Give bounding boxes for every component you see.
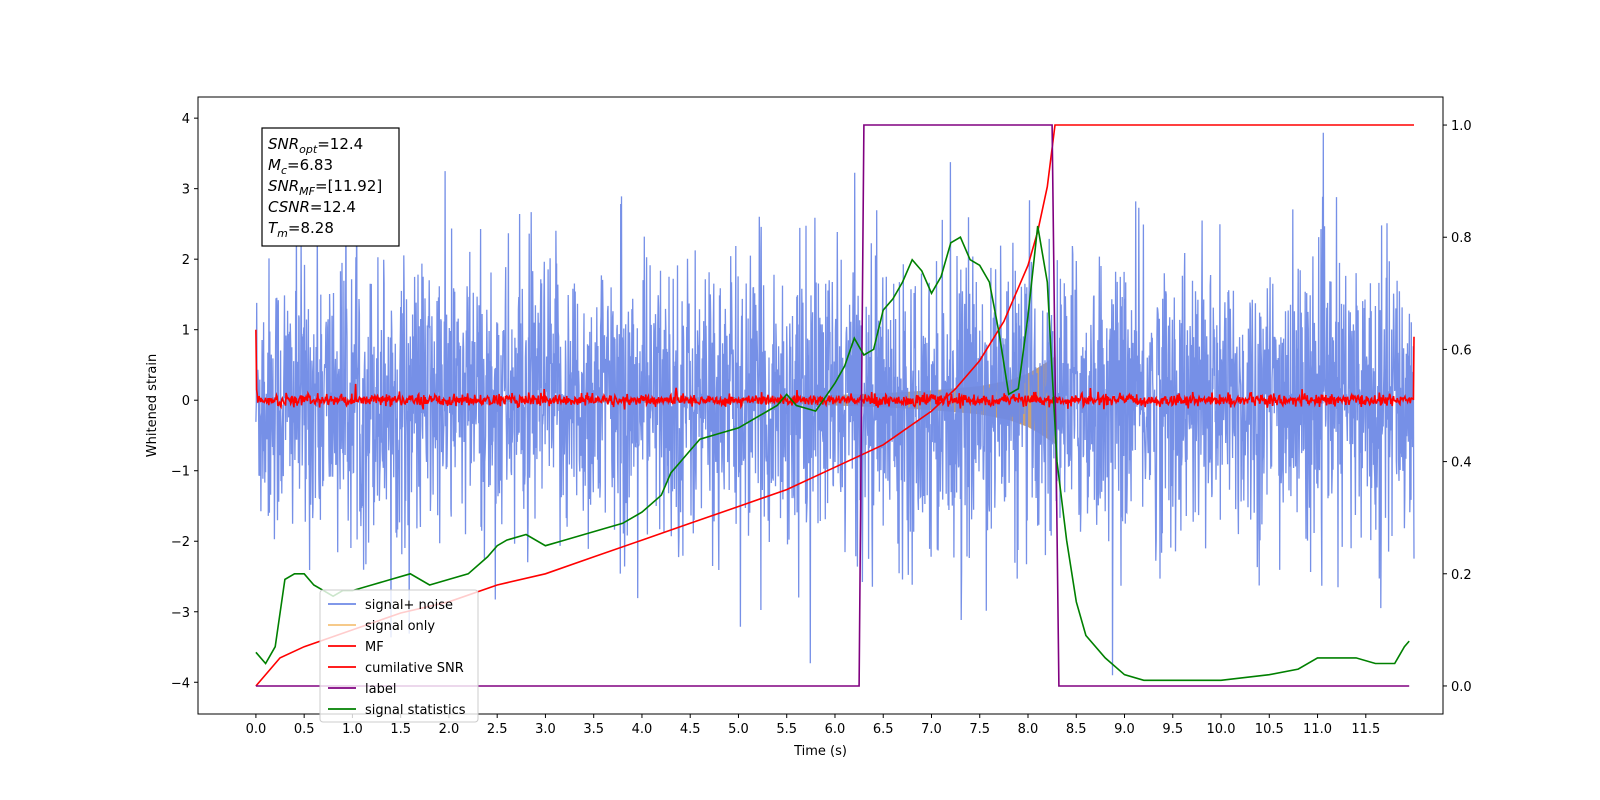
x-tick-label: 6.0	[825, 722, 846, 737]
y-tick-label: −2	[171, 535, 190, 550]
x-axis-ticks: 0.0 0.5 1.0 1.5 2.0 2.5 3.0 3.5 4.0 4.5 5.0 5.5 6.0 6…	[246, 714, 1380, 737]
legend-label-cumilative-snr: cumilative SNR	[365, 661, 464, 676]
x-tick-label: 4.0	[632, 722, 653, 737]
x-tick-label: 3.5	[583, 722, 604, 737]
x-tick-label: 11.0	[1303, 722, 1332, 737]
x-tick-label: 5.0	[728, 722, 749, 737]
x-tick-label: 1.0	[342, 722, 363, 737]
y2-tick-label: 0.0	[1451, 680, 1472, 695]
plot-area-frame	[197, 96, 1444, 715]
signal-noise-trace	[255, 132, 1415, 676]
x-tick-label: 10.0	[1207, 722, 1236, 737]
x-tick-label: 10.5	[1255, 722, 1284, 737]
annotation-line: Mc=6.83	[268, 156, 333, 177]
y-tick-label: −4	[171, 676, 190, 691]
y2-tick-label: 1.0	[1451, 119, 1472, 134]
stats-annotation-box: SNRopt=12.4Mc=6.83SNRMF=[11.92]CSNR=12.4…	[261, 127, 400, 247]
x-tick-label: 4.5	[680, 722, 701, 737]
y2-tick-label: 0.2	[1451, 568, 1472, 583]
label-line	[255, 124, 1410, 687]
legend-label-label: label	[365, 682, 396, 697]
y-tick-label: −1	[171, 465, 190, 480]
x-tick-label: 8.5	[1066, 722, 1087, 737]
legend-label-signal-statistics: signal statistics	[365, 703, 466, 718]
x-tick-label: 9.5	[1162, 722, 1183, 737]
x-tick-label: 0.0	[246, 722, 267, 737]
x-tick-label: 2.0	[439, 722, 460, 737]
y-axis-ticks: −4 −3 −2 −1 0 1 2 3 4	[171, 112, 198, 691]
y-tick-label: 0	[182, 394, 190, 409]
y2-tick-label: 0.8	[1451, 231, 1472, 246]
legend: signal+ noise signal only MF cumilative SNR…	[319, 589, 479, 723]
x-tick-label: 5.5	[776, 722, 797, 737]
x-tick-label: 7.5	[969, 722, 990, 737]
y-tick-label: 2	[182, 253, 190, 268]
mf-line	[255, 329, 1415, 410]
y2-axis-ticks: 0.0 0.2 0.4 0.6 0.8 1.0	[1443, 119, 1472, 695]
y-tick-label: 1	[182, 324, 190, 339]
y-tick-label: 4	[182, 112, 190, 127]
x-tick-label: 1.5	[390, 722, 411, 737]
signal-statistics-line	[255, 225, 1410, 682]
annotation-line: SNRMF=[11.92]	[268, 177, 382, 198]
y-tick-label: −3	[171, 606, 190, 621]
annotation-frame	[261, 127, 400, 247]
x-tick-label: 2.5	[487, 722, 508, 737]
annotation-line: CSNR=12.4	[268, 198, 356, 216]
x-tick-label: 3.0	[535, 722, 556, 737]
x-tick-label: 0.5	[294, 722, 315, 737]
signal-noise-line	[255, 132, 1415, 676]
x-axis-label: Time (s)	[793, 744, 847, 759]
annotation-line: Tm=8.28	[268, 219, 334, 240]
x-tick-label: 9.0	[1114, 722, 1135, 737]
x-tick-label: 6.5	[873, 722, 894, 737]
y2-tick-label: 0.4	[1451, 456, 1472, 471]
mf-trace	[255, 329, 1415, 410]
legend-label-mf: MF	[365, 640, 384, 655]
legend-label-signal-noise: signal+ noise	[365, 598, 453, 613]
annotation-line: SNRopt=12.4	[268, 135, 363, 156]
y-tick-label: 3	[182, 183, 190, 198]
x-tick-label: 8.0	[1018, 722, 1039, 737]
y2-tick-label: 0.6	[1451, 343, 1472, 358]
x-tick-label: 11.5	[1351, 722, 1380, 737]
legend-frame	[319, 589, 479, 723]
y-axis-label: Whitened strain	[145, 354, 160, 457]
legend-label-signal-only: signal only	[365, 619, 435, 634]
x-tick-label: 7.0	[921, 722, 942, 737]
